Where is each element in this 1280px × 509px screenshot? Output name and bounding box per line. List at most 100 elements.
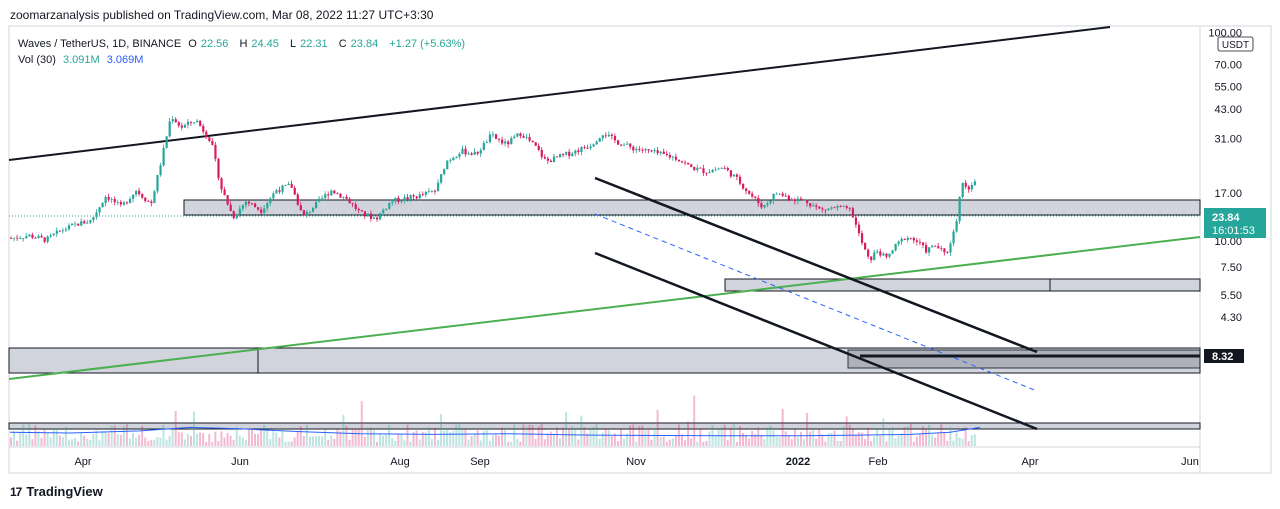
volume-bar	[37, 431, 40, 446]
candle-body	[186, 121, 190, 125]
volume-bar	[302, 436, 305, 446]
volume-bar	[766, 427, 769, 446]
candle-body	[906, 237, 909, 240]
channel-lower-line[interactable]	[594, 251, 1038, 431]
volume-bar	[812, 428, 815, 446]
candle-body	[232, 211, 235, 219]
time-tick-label: Jun	[231, 456, 249, 468]
candle-body	[394, 197, 397, 202]
candle-body	[77, 223, 80, 226]
volume-bar	[305, 424, 308, 446]
volume-bar	[720, 426, 723, 446]
upper-resistance-zone[interactable]	[183, 199, 1201, 216]
candle-body	[851, 208, 854, 218]
volume-bar	[549, 431, 552, 446]
candle-body	[369, 213, 373, 219]
volume-bar	[674, 435, 677, 446]
volume-bar	[333, 438, 336, 446]
candle-body	[616, 140, 620, 145]
volume-bar	[208, 434, 211, 446]
candle-body	[925, 245, 928, 253]
channel-mid-dashed[interactable]	[594, 213, 1038, 392]
high-group: H 24.45	[239, 38, 282, 50]
candle-body	[400, 200, 403, 202]
volume-bar	[491, 435, 494, 446]
volume-bar	[562, 427, 565, 446]
volume-label[interactable]: Vol (30)	[18, 54, 56, 66]
volume-bar	[16, 440, 19, 446]
volume-bar	[281, 430, 284, 446]
time-axis[interactable]: Apr Jun Aug Sep Nov 2022 Feb Apr Jun	[74, 456, 1198, 468]
brand[interactable]: 17 TradingView	[10, 484, 103, 499]
volume-bar	[879, 435, 882, 446]
candle-body	[671, 156, 675, 158]
volume-bar	[205, 441, 208, 446]
volume-bar	[238, 435, 241, 446]
candle-body	[488, 134, 492, 143]
volume-bar	[528, 424, 531, 446]
candle-body	[510, 138, 513, 145]
candle-body	[302, 210, 305, 216]
volume-bar	[232, 439, 235, 446]
time-tick-label: Apr	[1021, 456, 1038, 468]
volume-bar	[781, 408, 784, 446]
volume-bar	[272, 430, 275, 446]
volume-bar	[476, 430, 479, 446]
volume-bar	[250, 428, 253, 446]
candle-body	[458, 153, 461, 157]
channel-upper-line[interactable]	[594, 176, 1038, 354]
candle-body	[610, 134, 614, 137]
volume-bar	[742, 432, 744, 446]
upper-trendline[interactable]	[8, 26, 1111, 161]
volume-bar	[19, 431, 22, 446]
last-price-label: 23.84	[1212, 212, 1240, 224]
volume-bar	[311, 436, 314, 446]
volume-bar	[894, 438, 897, 446]
candle-body	[397, 197, 400, 202]
volume-bar	[644, 428, 647, 446]
candle-body	[738, 176, 742, 184]
volume-bar	[735, 441, 738, 446]
candle-body	[763, 205, 766, 208]
candle-body	[479, 150, 482, 154]
mid-zone[interactable]	[724, 278, 1201, 292]
volume-bar	[681, 434, 683, 446]
volume-bar	[296, 431, 299, 446]
candle-body	[958, 196, 961, 222]
candle-body	[275, 190, 278, 194]
volume-bar	[803, 439, 805, 446]
volume-bar	[604, 428, 607, 446]
bottom-demand-zone[interactable]	[847, 349, 1201, 369]
price-axis[interactable]: 100.0070.0055.0043.0031.0017.0013.0010.0…	[1208, 27, 1242, 324]
volume-bar	[754, 434, 757, 446]
candle-body	[751, 193, 754, 197]
volume-bar	[574, 430, 577, 446]
candle-body	[543, 156, 546, 159]
candle-body	[848, 207, 851, 209]
volume-bar	[620, 428, 622, 446]
candle-body	[574, 150, 577, 154]
volume-bar	[372, 428, 375, 446]
candle-body	[684, 162, 687, 164]
symbol-label[interactable]: Waves / TetherUS, 1D, BINANCE	[18, 38, 182, 50]
volume-bar	[86, 439, 89, 446]
volume-bar	[330, 435, 333, 446]
candle-body	[168, 121, 171, 137]
candle-body	[735, 174, 739, 177]
candle-body	[537, 145, 540, 150]
volume-value: 3.091M	[62, 54, 100, 66]
currency-badge-box[interactable]	[1217, 36, 1254, 52]
green-trendline[interactable]	[8, 236, 1201, 380]
volume-bar	[906, 426, 909, 446]
volume-bar	[854, 434, 857, 446]
volume-bar	[144, 437, 147, 446]
volume-bar	[580, 415, 583, 446]
candle-body	[973, 181, 976, 186]
candle-body	[385, 208, 388, 210]
candle-body	[455, 156, 458, 158]
volume-bar	[940, 424, 943, 446]
volume-bar	[897, 435, 900, 446]
candle-body	[803, 199, 806, 201]
candle-body	[577, 150, 580, 153]
